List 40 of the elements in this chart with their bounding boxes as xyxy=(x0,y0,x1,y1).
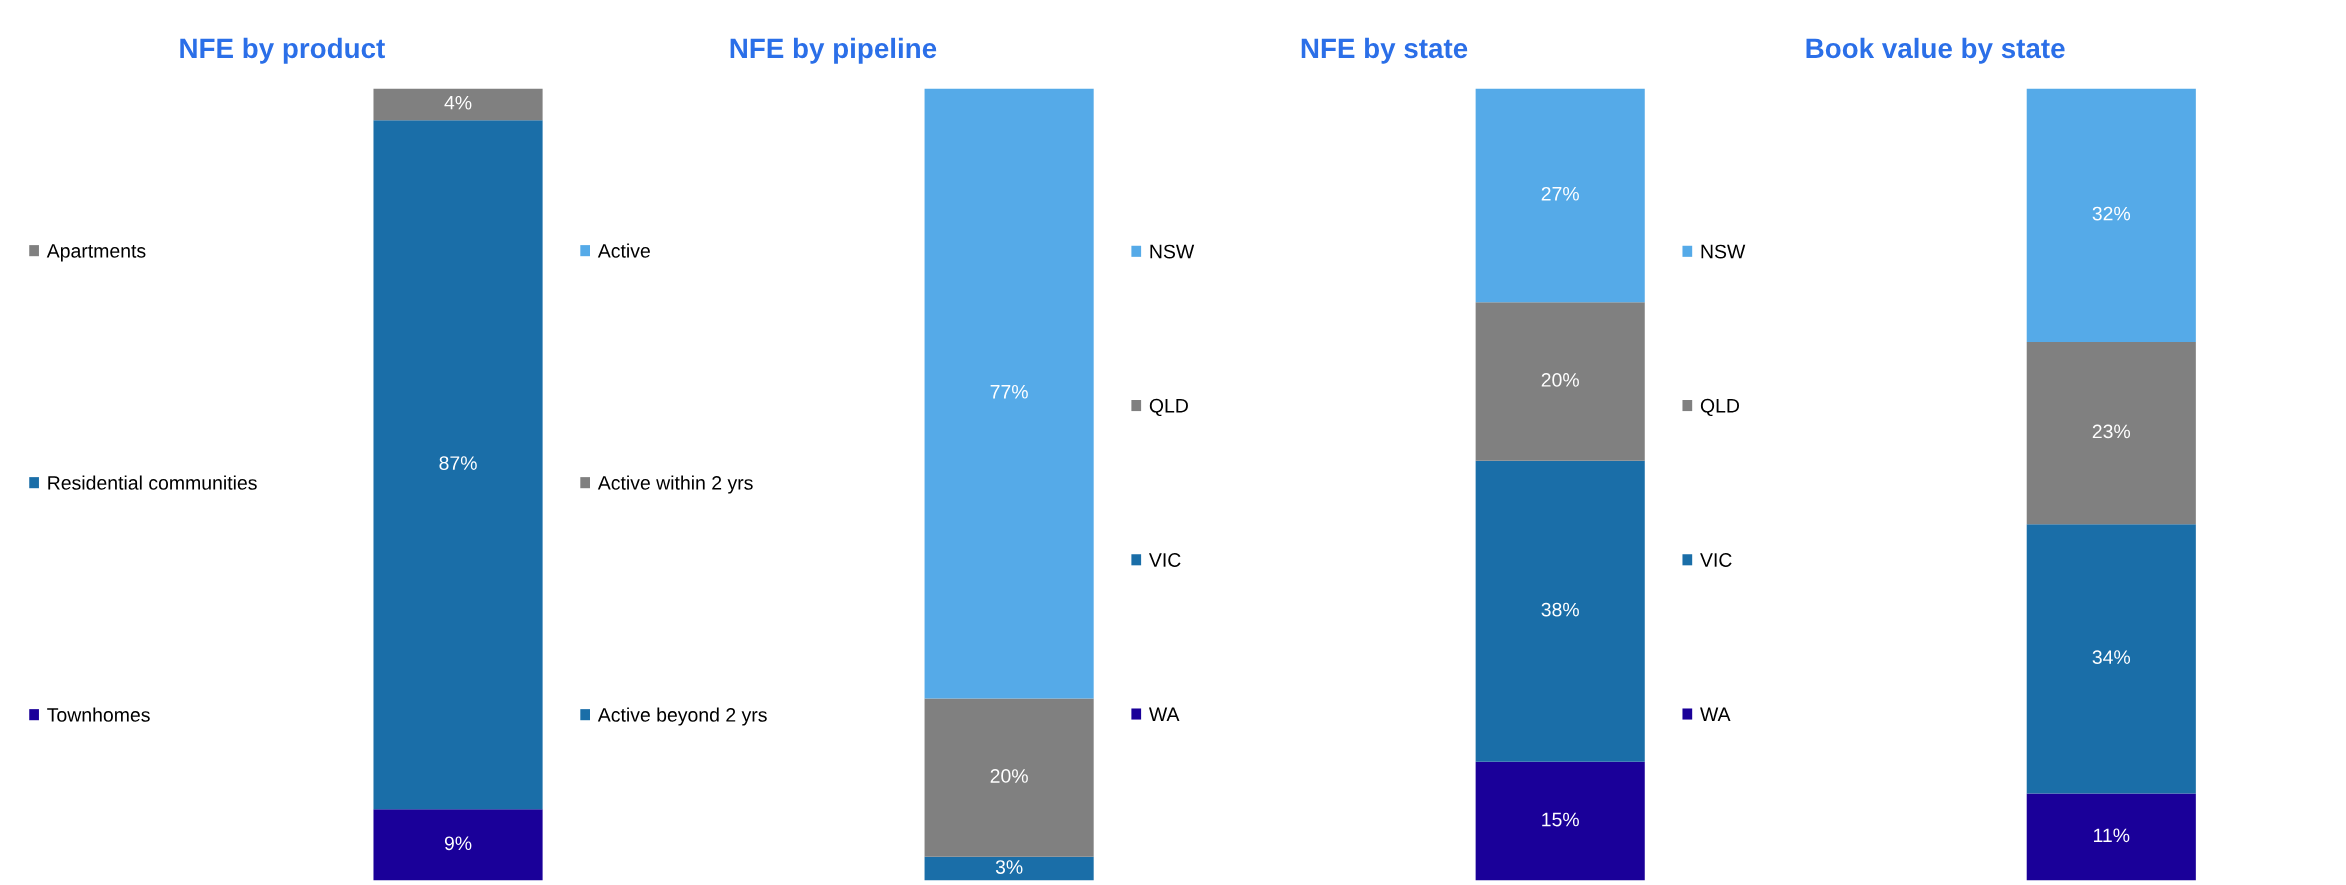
bar xyxy=(2026,341,2196,525)
bar xyxy=(2026,88,2196,342)
legend-label: VIC xyxy=(1700,553,1732,567)
data-label: 32% xyxy=(2092,206,2131,221)
chart-title: Book value by state xyxy=(1806,37,2065,64)
data-label: 20% xyxy=(1541,373,1579,387)
data-label: 4% xyxy=(444,95,472,110)
legend-label: Apartments xyxy=(46,244,146,262)
bar xyxy=(2026,793,2196,881)
legend-label: NSW xyxy=(1701,244,1746,259)
bar xyxy=(1475,460,1645,762)
chart-title: NFE by state xyxy=(1301,37,1468,64)
legend-label: Residential communities xyxy=(48,475,257,490)
data-label: 20% xyxy=(990,769,1028,783)
legend-label: Townhomes xyxy=(47,707,150,722)
bar xyxy=(1475,88,1645,303)
data-label: 15% xyxy=(1542,812,1579,827)
data-label: 9% xyxy=(444,836,472,851)
data-label: 3% xyxy=(995,860,1023,874)
legend-label: VIC xyxy=(1148,553,1181,567)
legend-label: WA xyxy=(1700,707,1731,721)
bar xyxy=(1475,302,1645,461)
legend-label: Active within 2 yrs xyxy=(597,475,753,494)
data-label: 27% xyxy=(1541,186,1579,201)
data-label: 34% xyxy=(2092,650,2131,665)
data-label: 23% xyxy=(2092,424,2131,439)
chart-title: NFE by product xyxy=(180,37,385,64)
bar xyxy=(2026,524,2196,794)
legend-label: QLD xyxy=(1700,398,1740,417)
legend-label: Active xyxy=(597,243,650,258)
data-label: 87% xyxy=(439,456,477,470)
legend-label: QLD xyxy=(1149,398,1188,417)
data-label: 77% xyxy=(990,384,1028,399)
chart-title: NFE by pipeline xyxy=(730,37,937,64)
data-label: 38% xyxy=(1541,602,1579,617)
legend-label: NSW xyxy=(1150,244,1195,259)
bar xyxy=(1475,761,1645,881)
legend-label: WA xyxy=(1148,707,1180,721)
legend-label: Active beyond 2 yrs xyxy=(597,707,767,726)
data-label: 11% xyxy=(2094,828,2130,843)
